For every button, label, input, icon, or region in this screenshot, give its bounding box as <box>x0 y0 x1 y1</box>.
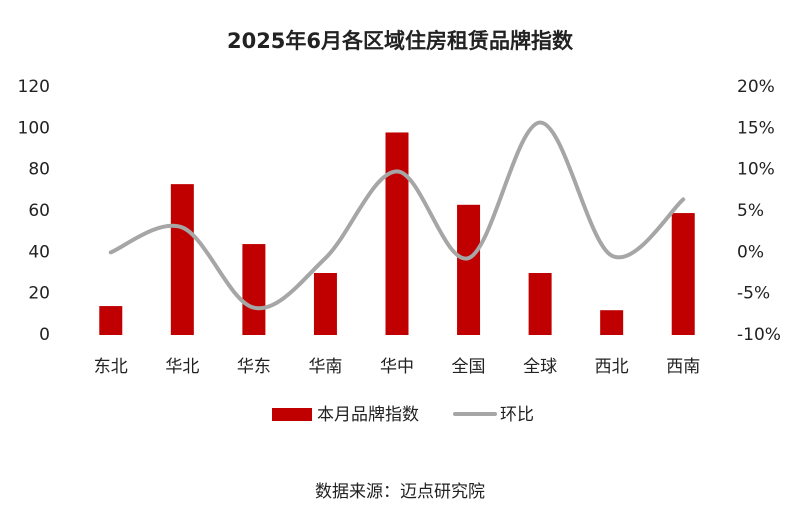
y-tick-label: 120 <box>18 77 50 97</box>
bar <box>170 184 194 335</box>
bar <box>242 244 266 335</box>
bar <box>528 273 552 335</box>
bar <box>385 132 409 335</box>
x-tick-label: 西南 <box>666 357 700 377</box>
y-tick-label: 20 <box>28 284 50 304</box>
y2-tick-label: -5% <box>737 284 770 304</box>
x-tick-label: 全国 <box>452 357 486 377</box>
legend-label: 本月品牌指数 <box>317 405 419 425</box>
y-tick-label: 40 <box>28 242 50 262</box>
x-tick-label: 东北 <box>94 357 128 377</box>
x-tick-label: 西北 <box>595 357 629 377</box>
legend-swatch <box>272 408 312 421</box>
y2-tick-label: -10% <box>737 325 781 345</box>
y2-tick-label: 0% <box>737 242 764 262</box>
y2-tick-label: 5% <box>737 201 764 221</box>
bar <box>457 204 481 335</box>
line-series <box>108 120 686 311</box>
y-tick-label: 80 <box>28 160 50 180</box>
y2-tick-label: 20% <box>737 77 775 97</box>
source-note: 数据来源：迈点研究院 <box>315 482 485 502</box>
y-tick-label: 100 <box>18 118 50 138</box>
x-tick-label: 全球 <box>523 357 557 377</box>
bar <box>313 273 337 335</box>
y2-tick-label: 15% <box>737 118 775 138</box>
y-tick-label: 0 <box>39 325 50 345</box>
bar <box>671 213 695 335</box>
y2-tick-label: 10% <box>737 160 775 180</box>
x-tick-label: 华东 <box>237 357 271 377</box>
legend-label: 环比 <box>500 405 534 425</box>
x-tick-label: 华北 <box>165 357 199 377</box>
bar <box>99 306 123 335</box>
x-tick-label: 华南 <box>308 357 342 377</box>
chart-title: 2025年6月各区域住房租赁品牌指数 <box>227 29 574 53</box>
y-tick-label: 60 <box>28 201 50 221</box>
bar <box>600 310 624 335</box>
x-tick-label: 华中 <box>380 357 414 377</box>
